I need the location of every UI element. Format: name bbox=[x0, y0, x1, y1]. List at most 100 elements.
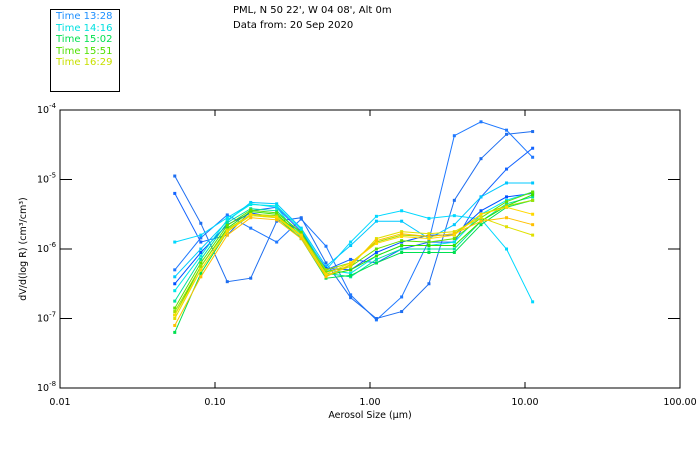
data-point bbox=[479, 209, 483, 213]
data-point bbox=[249, 226, 253, 230]
data-point bbox=[173, 191, 177, 195]
data-point bbox=[199, 261, 203, 265]
data-point bbox=[531, 155, 535, 159]
data-point bbox=[249, 212, 253, 216]
axes-frame bbox=[59, 109, 681, 389]
data-point bbox=[249, 208, 253, 212]
data-point bbox=[199, 221, 203, 225]
data-point bbox=[299, 216, 303, 220]
data-point bbox=[173, 275, 177, 279]
data-point bbox=[427, 244, 431, 248]
data-point bbox=[452, 237, 456, 241]
data-point bbox=[505, 216, 509, 220]
data-point bbox=[531, 181, 535, 185]
data-point bbox=[452, 240, 456, 244]
data-point bbox=[199, 247, 203, 251]
data-point bbox=[173, 330, 177, 334]
data-point bbox=[400, 295, 404, 299]
data-point bbox=[452, 198, 456, 202]
data-point bbox=[199, 240, 203, 244]
data-point bbox=[400, 244, 404, 248]
data-point bbox=[199, 250, 203, 254]
data-point bbox=[173, 299, 177, 303]
data-point bbox=[400, 234, 404, 238]
data-point bbox=[349, 244, 353, 248]
data-point bbox=[400, 239, 404, 243]
data-point bbox=[199, 233, 203, 237]
data-point bbox=[505, 167, 509, 171]
data-point bbox=[225, 229, 229, 233]
x-tick-label: 10.00 bbox=[511, 397, 538, 408]
y-axis-label: dV/d(log R) (cm³/cm³) bbox=[18, 197, 29, 300]
data-point bbox=[199, 275, 203, 279]
data-point bbox=[427, 234, 431, 238]
data-point bbox=[505, 205, 509, 209]
data-point bbox=[400, 230, 404, 234]
data-point bbox=[275, 215, 279, 219]
data-point bbox=[173, 306, 177, 310]
data-point bbox=[349, 273, 353, 277]
legend-entry: Time 13:28 bbox=[56, 11, 113, 22]
data-point bbox=[199, 271, 203, 275]
data-point bbox=[505, 225, 509, 229]
data-point bbox=[173, 282, 177, 286]
series-line bbox=[174, 191, 533, 291]
data-point bbox=[505, 128, 509, 132]
data-point bbox=[173, 268, 177, 272]
data-point bbox=[275, 209, 279, 213]
data-point bbox=[374, 250, 378, 254]
data-point bbox=[374, 317, 378, 320]
data-point bbox=[400, 250, 404, 254]
legend: Time 13:28 Time 14:16 Time 15:02 Time 15… bbox=[50, 9, 120, 92]
data-point bbox=[400, 310, 404, 314]
data-point bbox=[531, 198, 535, 202]
data-point bbox=[531, 223, 535, 227]
data-point bbox=[374, 214, 378, 218]
data-point bbox=[173, 240, 177, 244]
data-point bbox=[479, 120, 483, 124]
data-point bbox=[452, 244, 456, 248]
data-point bbox=[324, 261, 328, 265]
data-point bbox=[531, 212, 535, 216]
data-point bbox=[400, 247, 404, 251]
data-point bbox=[505, 202, 509, 206]
data-point bbox=[452, 233, 456, 237]
data-point bbox=[479, 219, 483, 223]
data-point bbox=[479, 195, 483, 199]
y-tick-label: 10-7 bbox=[37, 311, 56, 325]
data-point bbox=[531, 195, 535, 199]
series-14 bbox=[173, 205, 535, 317]
data-point bbox=[374, 257, 378, 261]
data-point bbox=[324, 272, 328, 276]
data-point bbox=[479, 223, 483, 227]
data-point bbox=[225, 216, 229, 220]
data-point bbox=[324, 270, 328, 274]
data-point bbox=[324, 244, 328, 248]
data-point bbox=[173, 313, 177, 317]
data-point bbox=[349, 257, 353, 261]
data-point bbox=[275, 202, 279, 206]
x-tick-label: 0.10 bbox=[204, 397, 225, 408]
data-point bbox=[479, 212, 483, 216]
data-point bbox=[400, 219, 404, 223]
y-tick-label: 10-4 bbox=[37, 102, 57, 116]
data-point bbox=[299, 228, 303, 232]
data-point bbox=[199, 236, 203, 240]
data-point bbox=[452, 223, 456, 227]
data-point bbox=[225, 221, 229, 225]
series-line bbox=[174, 147, 533, 271]
data-point bbox=[505, 132, 509, 136]
data-point bbox=[531, 146, 535, 150]
data-point bbox=[374, 254, 378, 258]
data-point bbox=[225, 213, 229, 217]
data-point bbox=[173, 317, 177, 320]
data-point bbox=[427, 247, 431, 251]
legend-entry: Time 14:16 bbox=[56, 22, 113, 34]
data-point bbox=[531, 193, 535, 197]
data-point bbox=[531, 233, 535, 237]
data-point bbox=[299, 233, 303, 237]
data-point bbox=[299, 237, 303, 241]
data-point bbox=[427, 216, 431, 220]
